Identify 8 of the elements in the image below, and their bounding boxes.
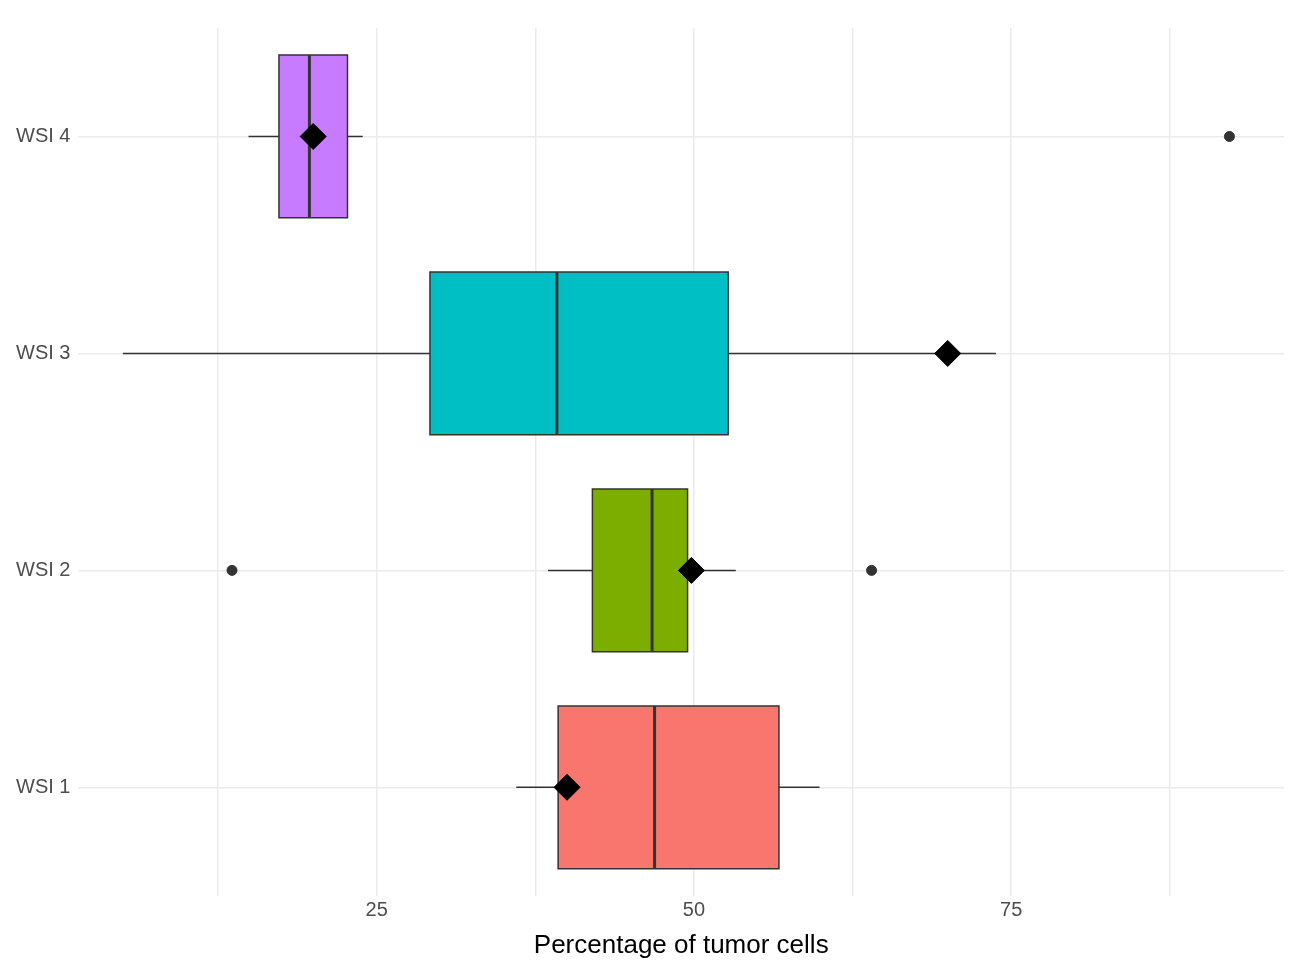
- y-tick-label: WSI 4: [16, 123, 71, 146]
- y-tick-label: WSI 2: [16, 557, 71, 580]
- x-tick-label: 50: [682, 898, 706, 921]
- x-axis-title: Percentage of tumor cells: [533, 928, 829, 959]
- x-tick-label: 25: [365, 898, 388, 921]
- y-tick-label: WSI 1: [16, 774, 71, 797]
- y-tick-label: WSI 3: [16, 340, 71, 363]
- x-tick-label: 75: [1000, 898, 1023, 921]
